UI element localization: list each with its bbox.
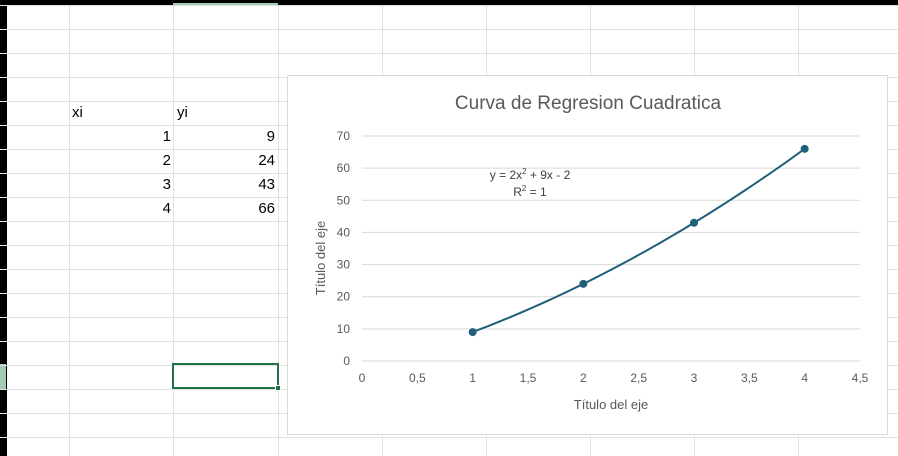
trendline-r2[interactable]: R2 = 1 [513, 184, 547, 199]
x-tick-4: 4 [801, 371, 808, 385]
y-tick-40: 40 [337, 225, 351, 239]
data-point-2[interactable] [579, 279, 588, 288]
cell-y-1[interactable]: 9 [266, 128, 275, 145]
cell-x-4[interactable]: 4 [162, 200, 171, 217]
trendline-curve [472, 148, 806, 334]
cell-x-3[interactable]: 3 [162, 176, 171, 193]
data-point-3[interactable] [690, 218, 698, 227]
y-axis-title[interactable]: Título del eje [313, 221, 328, 295]
y-tick-20: 20 [337, 290, 351, 304]
cell-y-2[interactable]: 24 [258, 152, 275, 169]
y-tick-50: 50 [337, 193, 351, 207]
data-point-4[interactable] [800, 144, 809, 153]
x-tick-labels: 0 0,5 1 1,5 2 2,5 3 3,5 4 4,5 [359, 371, 869, 385]
x-tick-4,5: 4,5 [852, 371, 869, 385]
cell-x-1[interactable]: 1 [162, 128, 171, 145]
x-tick-2: 2 [580, 371, 587, 385]
x-tick-0,5: 0,5 [409, 371, 426, 385]
y-tick-70: 70 [337, 129, 351, 143]
chart-title: Curva de Regresion Cuadratica [455, 93, 722, 114]
chart-area[interactable]: Curva de Regresion Cuadratica 0 10 20 30 40 5… [287, 75, 888, 435]
header-xi[interactable]: xi [72, 104, 83, 121]
plot-gridlines [362, 135, 860, 362]
selected-cell[interactable] [172, 363, 279, 389]
data-point-1[interactable] [468, 328, 477, 337]
y-tick-10: 10 [337, 322, 351, 336]
x-tick-3: 3 [691, 371, 698, 385]
fill-handle[interactable] [275, 385, 281, 391]
cell-y-4[interactable]: 66 [258, 200, 275, 217]
y-tick-0: 0 [343, 354, 350, 368]
x-tick-1: 1 [469, 371, 476, 385]
header-yi[interactable]: yi [177, 104, 188, 121]
x-tick-0: 0 [359, 371, 366, 385]
cell-x-2[interactable]: 2 [162, 152, 171, 169]
left-border [0, 0, 7, 456]
x-tick-2,5: 2,5 [630, 371, 647, 385]
x-axis-title[interactable]: Título del eje [574, 397, 648, 412]
trendline-equation[interactable]: y = 2x2 + 9x - 2 [490, 167, 571, 182]
x-tick-1,5: 1,5 [520, 371, 537, 385]
y-tick-30: 30 [337, 258, 351, 272]
x-tick-3,5: 3,5 [741, 371, 758, 385]
data-points [468, 144, 809, 337]
active-row-indicator [0, 364, 6, 389]
y-tick-labels: 0 10 20 30 40 50 60 70 [337, 129, 351, 368]
y-tick-60: 60 [337, 161, 351, 175]
top-border [0, 0, 898, 5]
chart-svg: Curva de Regresion Cuadratica 0102030405… [313, 93, 869, 412]
active-column-indicator [173, 3, 278, 6]
cell-y-3[interactable]: 43 [258, 176, 275, 193]
